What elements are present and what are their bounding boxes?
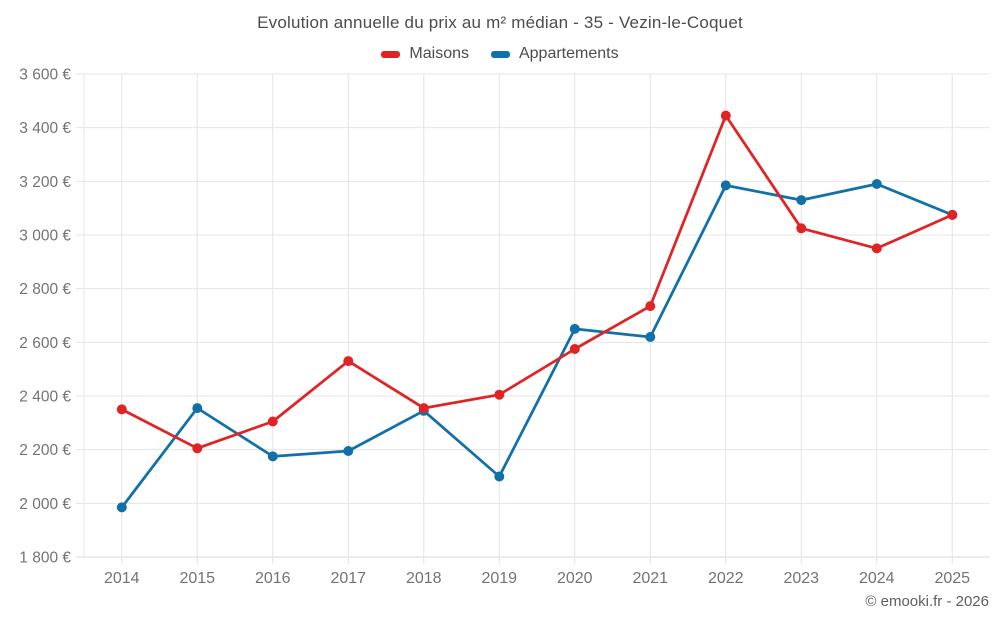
x-tick-label-2015: 2015 xyxy=(179,570,215,587)
maisons-point-2023[interactable] xyxy=(796,223,807,234)
legend-label-maisons: Maisons xyxy=(409,45,469,62)
y-tick-label-3600: 3 600 € xyxy=(19,67,71,84)
legend-item-maisons[interactable]: Maisons xyxy=(381,45,469,63)
x-tick-label-2025: 2025 xyxy=(934,570,970,587)
appartements-legend-swatch-icon xyxy=(490,50,510,58)
appartements-point-2019[interactable] xyxy=(494,471,505,482)
maisons-point-2015[interactable] xyxy=(192,443,203,454)
maisons-point-2019[interactable] xyxy=(494,389,505,400)
x-tick-label-2021: 2021 xyxy=(632,570,668,587)
x-tick-label-2023: 2023 xyxy=(783,570,819,587)
x-tick-label-2022: 2022 xyxy=(708,570,744,587)
appartements-line[interactable] xyxy=(120,182,954,509)
x-tick-label-2017: 2017 xyxy=(330,570,366,587)
appartements-point-2014[interactable] xyxy=(116,502,127,513)
y-tick-label-3400: 3 400 € xyxy=(19,120,71,137)
maisons-point-2018[interactable] xyxy=(418,403,429,414)
x-tick-label-2024: 2024 xyxy=(859,570,895,587)
watermark[interactable]: © emooki.fr - 2026 xyxy=(865,593,989,610)
legend: Maisons Appartements xyxy=(0,45,1000,63)
maisons-point-2016[interactable] xyxy=(267,416,278,427)
x-tick-label-2019: 2019 xyxy=(481,570,517,587)
y-tick-label-1800: 1 800 € xyxy=(19,550,71,567)
y-tick-label-2000: 2 000 € xyxy=(19,496,71,513)
maisons-point-2014[interactable] xyxy=(116,404,127,415)
y-tick-label-3000: 3 000 € xyxy=(19,228,71,245)
maisons-point-2021[interactable] xyxy=(645,301,656,312)
x-tick-label-2020: 2020 xyxy=(557,570,593,587)
appartements-point-2022[interactable] xyxy=(720,180,731,191)
maisons-line[interactable] xyxy=(120,114,954,450)
appartements-point-2015[interactable] xyxy=(192,403,203,414)
legend-label-appartements: Appartements xyxy=(518,45,619,62)
y-tick-label-2800: 2 800 € xyxy=(19,281,71,298)
maisons-point-2017[interactable] xyxy=(343,356,354,367)
maisons-legend-swatch-icon xyxy=(381,50,401,58)
y-tick-label-2600: 2 600 € xyxy=(19,335,71,352)
maisons-point-2024[interactable] xyxy=(871,243,882,254)
appartements-point-2021[interactable] xyxy=(645,332,656,342)
maisons-point-2020[interactable] xyxy=(569,344,580,354)
y-tick-label-2400: 2 400 € xyxy=(19,389,71,406)
x-tick-label-2018: 2018 xyxy=(406,570,442,587)
appartements-point-2020[interactable] xyxy=(569,323,580,334)
x-tick-label-2014: 2014 xyxy=(104,570,140,587)
maisons-point-2025[interactable] xyxy=(947,209,958,220)
appartements-point-2024[interactable] xyxy=(871,179,882,189)
appartements-point-2017[interactable] xyxy=(343,446,354,456)
chart-title: Evolution annuelle du prix au m² médian … xyxy=(257,13,743,32)
y-tick-label-3200: 3 200 € xyxy=(19,174,71,191)
appartements-point-2016[interactable] xyxy=(267,451,278,462)
appartements-point-2023[interactable] xyxy=(796,195,807,206)
maisons-point-2022[interactable] xyxy=(720,110,731,121)
y-tick-label-2200: 2 200 € xyxy=(19,442,71,459)
x-tick-label-2016: 2016 xyxy=(255,570,291,587)
legend-item-appartements[interactable]: Appartements xyxy=(490,45,619,63)
